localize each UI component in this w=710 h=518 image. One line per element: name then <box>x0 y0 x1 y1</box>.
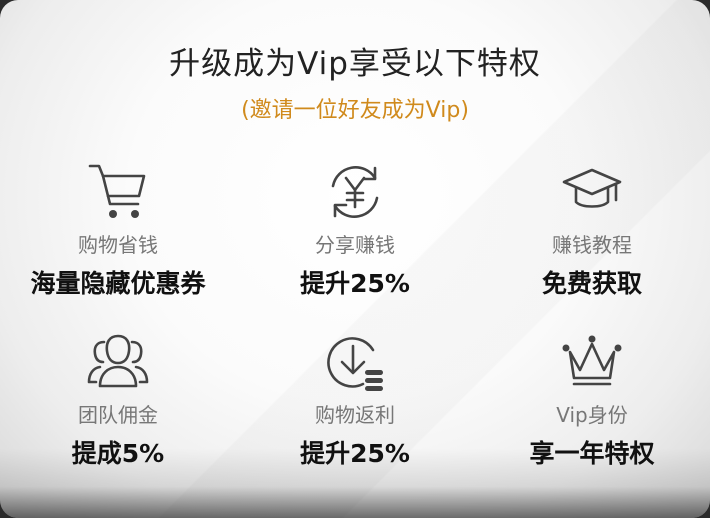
page-title: 升级成为Vip享受以下特权 <box>169 46 541 82</box>
yuan-exchange-icon <box>323 160 387 224</box>
benefit-value: 提成5% <box>71 439 165 468</box>
benefit-value: 提升25% <box>300 439 410 468</box>
benefit-value: 海量隐藏优惠券 <box>30 269 206 298</box>
benefit-vip-identity: Vip身份 享一年特权 <box>474 330 710 470</box>
benefit-label: 赚钱教程 <box>552 233 632 257</box>
benefit-label: 团队佣金 <box>78 403 158 427</box>
benefit-label: 分享赚钱 <box>315 233 395 257</box>
invite-subtitle: (邀请一位好友成为Vip) <box>241 98 469 123</box>
graduation-cap-icon <box>560 160 624 224</box>
benefit-value: 免费获取 <box>541 269 642 298</box>
benefit-value: 享一年特权 <box>529 439 655 468</box>
benefit-shopping-savings: 购物省钱 海量隐藏优惠券 <box>0 160 236 300</box>
download-coins-icon <box>323 330 383 391</box>
benefit-label: 购物返利 <box>315 403 395 427</box>
crown-icon <box>562 335 622 394</box>
benefit-shopping-rebate: 购物返利 提升25% <box>237 330 473 470</box>
benefit-label: Vip身份 <box>556 403 628 427</box>
benefit-value: 提升25% <box>300 269 410 298</box>
team-users-icon <box>86 330 150 394</box>
benefit-share-earn: 分享赚钱 提升25% <box>237 160 473 300</box>
benefit-label: 购物省钱 <box>78 233 158 257</box>
benefit-earning-tutorial: 赚钱教程 免费获取 <box>474 160 710 300</box>
benefit-team-commission: 团队佣金 提成5% <box>0 330 236 470</box>
shopping-cart-icon <box>86 160 150 218</box>
